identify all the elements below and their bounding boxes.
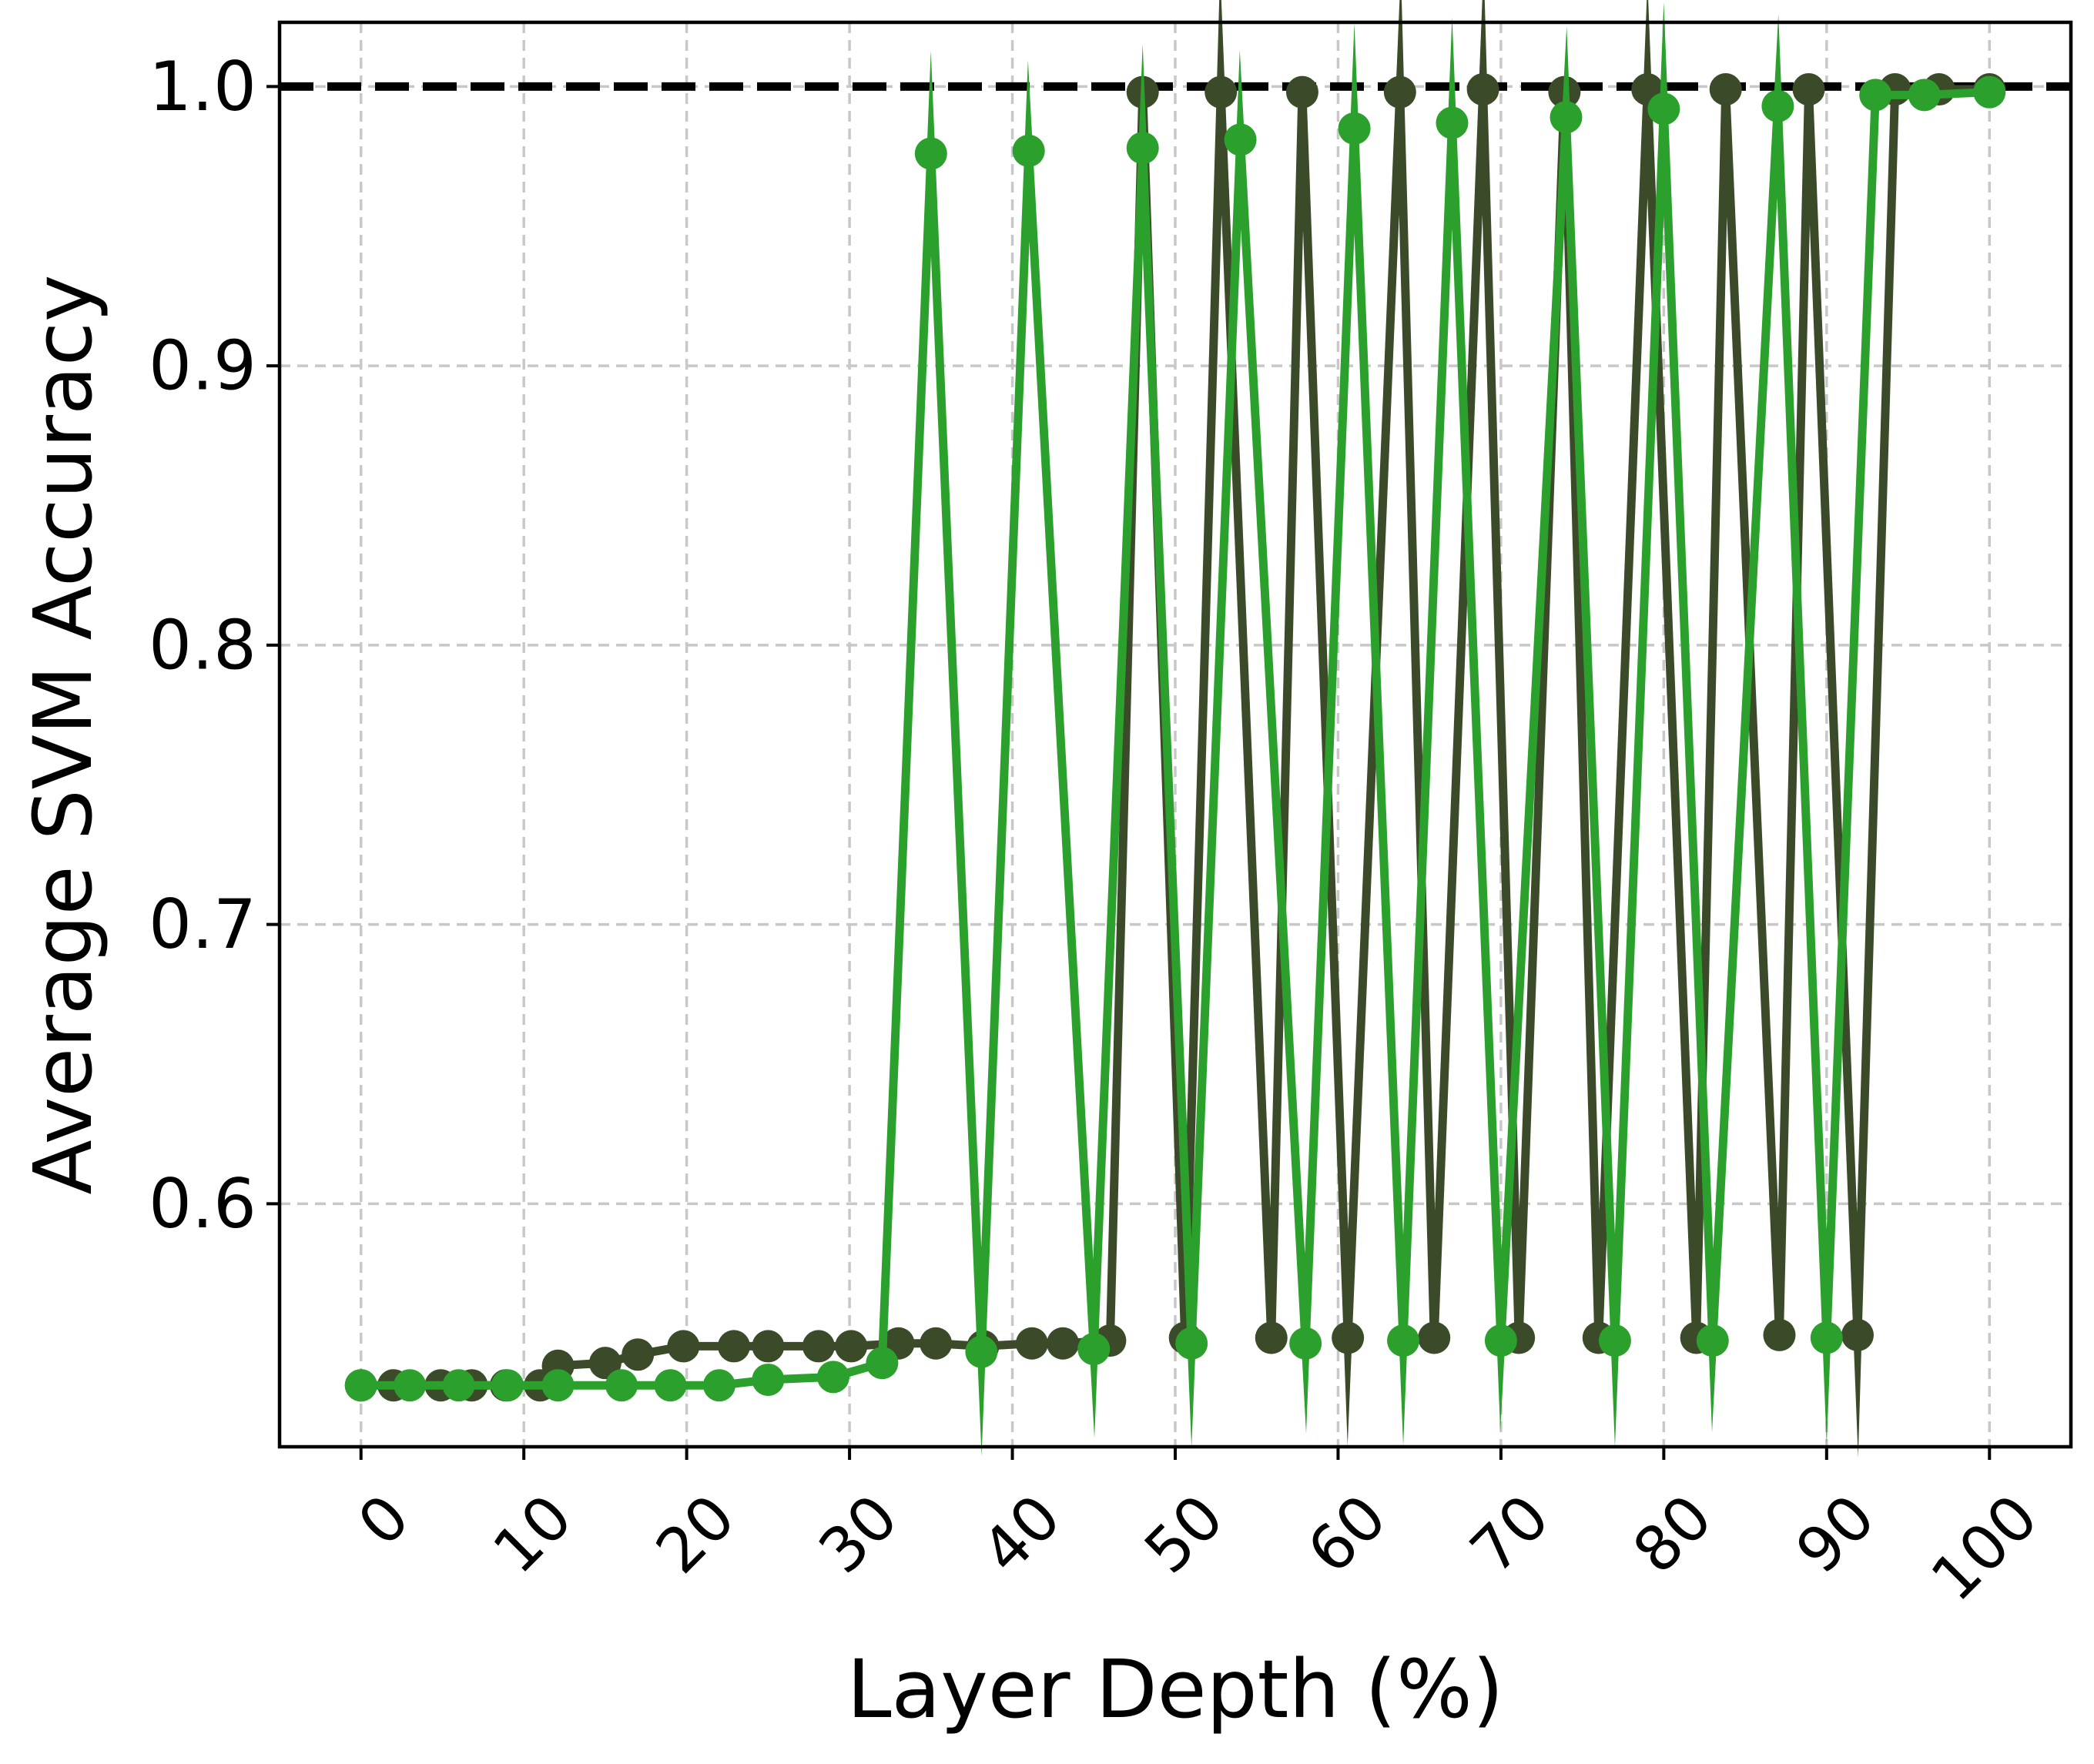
data-point — [588, 1347, 621, 1380]
data-point — [914, 137, 947, 170]
data-point — [717, 1330, 750, 1363]
data-point — [1012, 134, 1045, 167]
data-point — [1418, 1321, 1451, 1354]
x-tick-label: 100 — [1918, 1481, 2052, 1615]
data-point — [491, 1369, 524, 1402]
x-tick-label: 90 — [1782, 1481, 1888, 1588]
data-point — [802, 1330, 835, 1363]
data-point — [667, 1330, 700, 1363]
x-tick-label: 80 — [1620, 1481, 1726, 1588]
series-layer — [344, 0, 2006, 1458]
data-point — [621, 1338, 655, 1371]
series-2 — [344, 2, 2006, 1456]
data-point — [1332, 1321, 1365, 1354]
data-point — [1696, 1324, 1729, 1357]
y-tick-label: 0.7 — [149, 885, 256, 964]
y-tick-label: 0.9 — [149, 326, 256, 406]
x-tick-label: 50 — [1131, 1481, 1238, 1588]
grid-layer — [280, 22, 2071, 1447]
data-point — [1709, 73, 1742, 106]
x-axis-ticks: 0 10 20 30 40 50 60 70 80 90 100 — [344, 1447, 2052, 1615]
data-point — [654, 1369, 687, 1402]
data-point — [1973, 75, 2006, 109]
data-point — [866, 1347, 899, 1380]
y-tick-label: 0.6 — [149, 1164, 256, 1244]
data-point — [1598, 1324, 1631, 1357]
data-point — [1550, 101, 1583, 134]
y-tick-label: 1.0 — [149, 47, 256, 126]
y-tick-label: 0.8 — [149, 605, 256, 685]
data-point — [1224, 123, 1257, 156]
data-point — [605, 1369, 638, 1402]
x-tick-label: 30 — [806, 1481, 912, 1588]
data-point — [344, 1369, 377, 1402]
data-point — [1047, 1327, 1080, 1360]
data-point — [816, 1361, 849, 1394]
data-point — [1763, 1318, 1796, 1351]
data-point — [1255, 1321, 1288, 1354]
data-point — [394, 1369, 427, 1402]
x-tick-label: 60 — [1294, 1481, 1400, 1588]
data-point — [1466, 73, 1499, 106]
data-point — [1015, 1327, 1048, 1360]
data-point — [965, 1335, 998, 1368]
data-point — [1484, 1324, 1517, 1357]
data-point — [541, 1369, 575, 1402]
data-point — [1647, 92, 1680, 126]
x-tick-label: 40 — [968, 1481, 1074, 1588]
data-point — [442, 1369, 475, 1402]
data-point — [1289, 1327, 1322, 1360]
data-point — [1387, 1324, 1420, 1357]
y-axis-ticks: 0.6 0.7 0.8 0.9 1.0 — [149, 47, 280, 1244]
data-point — [1383, 75, 1416, 109]
data-point — [1175, 1327, 1208, 1360]
data-point — [1792, 73, 1825, 106]
data-point — [1436, 106, 1469, 139]
data-point — [1077, 1333, 1111, 1366]
data-point — [1908, 79, 1941, 112]
data-point — [1810, 1321, 1843, 1354]
data-point — [1204, 75, 1238, 109]
data-point — [1859, 79, 1892, 112]
data-point — [752, 1363, 785, 1396]
data-point — [835, 1330, 868, 1363]
x-tick-label: 0 — [344, 1481, 423, 1560]
x-tick-label: 20 — [642, 1481, 749, 1588]
data-point — [920, 1327, 953, 1360]
data-point — [1285, 75, 1318, 109]
data-point — [702, 1369, 735, 1402]
x-tick-label: 10 — [480, 1481, 586, 1588]
data-point — [752, 1330, 785, 1363]
data-point — [1338, 112, 1371, 145]
y-axis-label: Average SVM Accuracy — [16, 275, 110, 1195]
data-point — [1761, 89, 1794, 122]
data-point — [1126, 132, 1159, 165]
x-tick-label: 70 — [1456, 1481, 1563, 1588]
data-point — [1841, 1318, 1874, 1351]
x-axis-label: Layer Depth (%) — [847, 1642, 1504, 1736]
